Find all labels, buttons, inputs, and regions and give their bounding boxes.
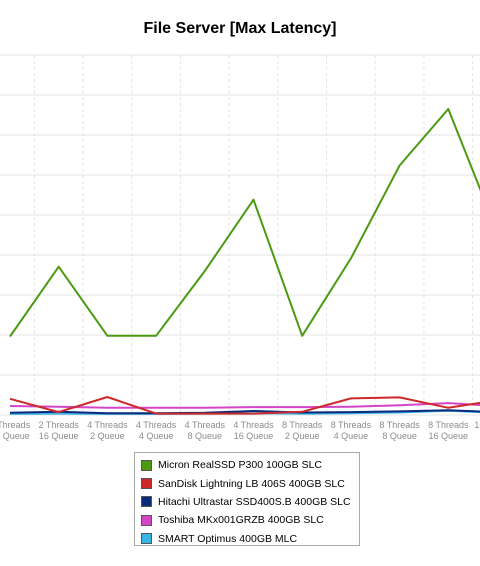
series-lines bbox=[9, 108, 480, 415]
chart-title: File Server [Max Latency] bbox=[143, 20, 337, 37]
legend-item: Hitachi Ultrastar SSD400S.B 400GB SLC bbox=[141, 493, 359, 511]
legend-label: Hitachi Ultrastar SSD400S.B 400GB SLC bbox=[158, 495, 351, 508]
legend-label: Micron RealSSD P300 100GB SLC bbox=[158, 459, 322, 472]
x-tick-label: 4 Threads 16 Queue bbox=[233, 420, 274, 441]
x-tick-label: 4 Threads 2 Queue bbox=[87, 420, 128, 441]
legend-swatch bbox=[141, 514, 152, 526]
legend-item: Micron RealSSD P300 100GB SLC bbox=[141, 456, 359, 474]
x-tick-label: 4 Threads 8 Queue bbox=[185, 420, 226, 441]
legend-swatch bbox=[141, 496, 152, 508]
series-line-hitachi-ultrastar-ssd400s-b-400gb-slc bbox=[9, 409, 480, 415]
x-tick-label: 4 Threads 4 Queue bbox=[136, 420, 177, 441]
legend-swatch bbox=[141, 478, 152, 490]
x-tick-label: 8 Threads 8 Queue bbox=[379, 420, 420, 441]
legend-item: SanDisk Lightning LB 406S 400GB SLC bbox=[141, 474, 359, 492]
x-tick-label: 2 Threads 16 Queue bbox=[39, 420, 80, 441]
grid bbox=[0, 54, 480, 416]
legend-swatch bbox=[141, 533, 152, 545]
legend-label: SMART Optimus 400GB MLC bbox=[158, 532, 298, 545]
legend: Micron RealSSD P300 100GB SLC SanDisk Lig… bbox=[134, 452, 360, 546]
legend-item: SMART Optimus 400GB MLC bbox=[141, 530, 359, 548]
x-tick-label: 8 Threads 2 Queue bbox=[282, 420, 323, 441]
series-line-sandisk-lightning-lb-406s-400gb-slc bbox=[9, 396, 480, 415]
legend-label: Toshiba MKx001GRZB 400GB SLC bbox=[158, 514, 324, 527]
legend-label: SanDisk Lightning LB 406S 400GB SLC bbox=[158, 477, 345, 490]
legend-swatch bbox=[141, 459, 152, 471]
legend-item: Toshiba MKx001GRZB 400GB SLC bbox=[141, 511, 359, 529]
x-tick-label: 8 Threads 16 Queue bbox=[428, 420, 469, 441]
series-line-toshiba-mkx001grzb-400gb-slc bbox=[9, 402, 480, 409]
x-tick-label: 8 Threads 4 Queue bbox=[331, 420, 372, 441]
series-line-micron-realssd-p300-100gb-slc bbox=[9, 108, 480, 338]
